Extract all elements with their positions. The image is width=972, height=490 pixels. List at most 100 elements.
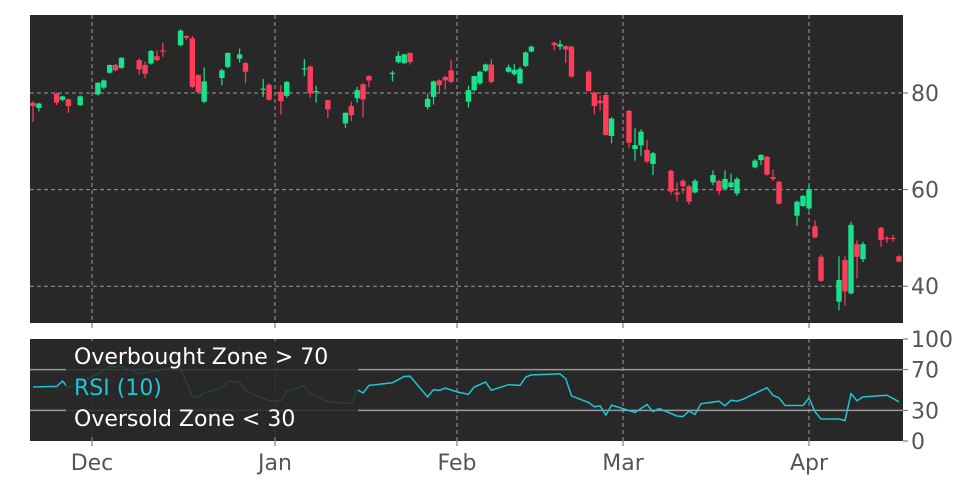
candle [842,256,848,306]
candle [307,65,313,98]
candle [313,85,319,103]
candle-body [603,94,609,136]
candle-body [436,80,443,86]
candle [407,52,413,65]
candle-body [442,77,448,81]
x-tick-label: Mar [602,451,644,476]
candle [118,57,125,69]
candle [854,240,860,279]
x-tick-label: Dec [71,451,114,476]
candle [668,169,674,195]
candle [522,51,529,68]
candle-body [242,63,249,72]
candle [728,173,734,189]
candle-body [307,66,313,94]
candle-body [680,180,686,187]
candle-body [597,100,603,104]
candle [632,128,638,161]
candle-body [674,192,680,195]
candle-body [728,182,734,188]
candle-body [836,279,842,302]
candle [201,67,207,104]
candle [395,51,401,64]
candle-body [585,71,592,92]
candle-body [348,106,355,116]
candle-body [482,64,489,71]
candle [366,75,372,88]
candle-body [812,226,818,238]
candle [389,70,396,82]
candle-body [752,160,758,168]
candle [528,45,535,53]
candlesticks [30,29,902,311]
candle [488,59,495,84]
candle-body [644,149,650,162]
candle [692,178,698,194]
candle [591,91,598,115]
candle-body [806,189,812,209]
candle-body [488,64,495,82]
candle-body [112,64,119,71]
candle [278,85,284,115]
candle [301,59,308,77]
candle [511,64,517,76]
candle-body [710,175,716,183]
x-tick-label: Apr [790,451,829,476]
candle-body [551,42,558,46]
candle-body [430,81,437,97]
candle [585,70,592,92]
candle-body [686,186,692,202]
candle-body [278,92,284,102]
legend-oversold: Oversold Zone < 30 [74,407,295,432]
candle [896,255,902,263]
candle-body [325,100,331,110]
candle [776,180,782,205]
candle-body [201,81,207,102]
candle [219,68,225,86]
candle-body [794,201,800,216]
candle [342,112,349,128]
candle [734,177,740,196]
candle-body [36,103,42,108]
candle [477,70,483,85]
candle [430,80,437,105]
candle [674,182,680,202]
candle [242,62,249,84]
candle [597,95,603,111]
candle [183,35,190,40]
candle-body [528,46,535,52]
candle [603,93,609,136]
candle-body [896,256,902,262]
candle-body [95,82,101,95]
candle [638,129,644,156]
candle-body [764,156,770,175]
candle [112,64,119,72]
candle [154,50,160,62]
candle-body [136,60,142,70]
candle [644,139,650,164]
candle-body [354,90,360,99]
candle [266,83,272,101]
rsi-y-axis: 0 30 70 100 [903,328,953,455]
candle-body [505,67,512,72]
candle [142,61,148,79]
candle-body [722,178,728,189]
candle-body [77,96,83,106]
candle [225,52,231,69]
candle [680,178,686,194]
candle [710,170,716,186]
candle-body [195,75,201,93]
candle [30,101,36,122]
candle-body [142,64,148,74]
candle [626,109,632,149]
candle-body [884,237,890,240]
candle [758,154,764,165]
candle-body [626,110,632,143]
candle [195,74,201,94]
candle-body [632,145,638,150]
candle [177,29,184,47]
candle-body [260,88,266,90]
candle-body [878,227,884,240]
candle-body [758,154,764,161]
candle-body [770,177,776,179]
